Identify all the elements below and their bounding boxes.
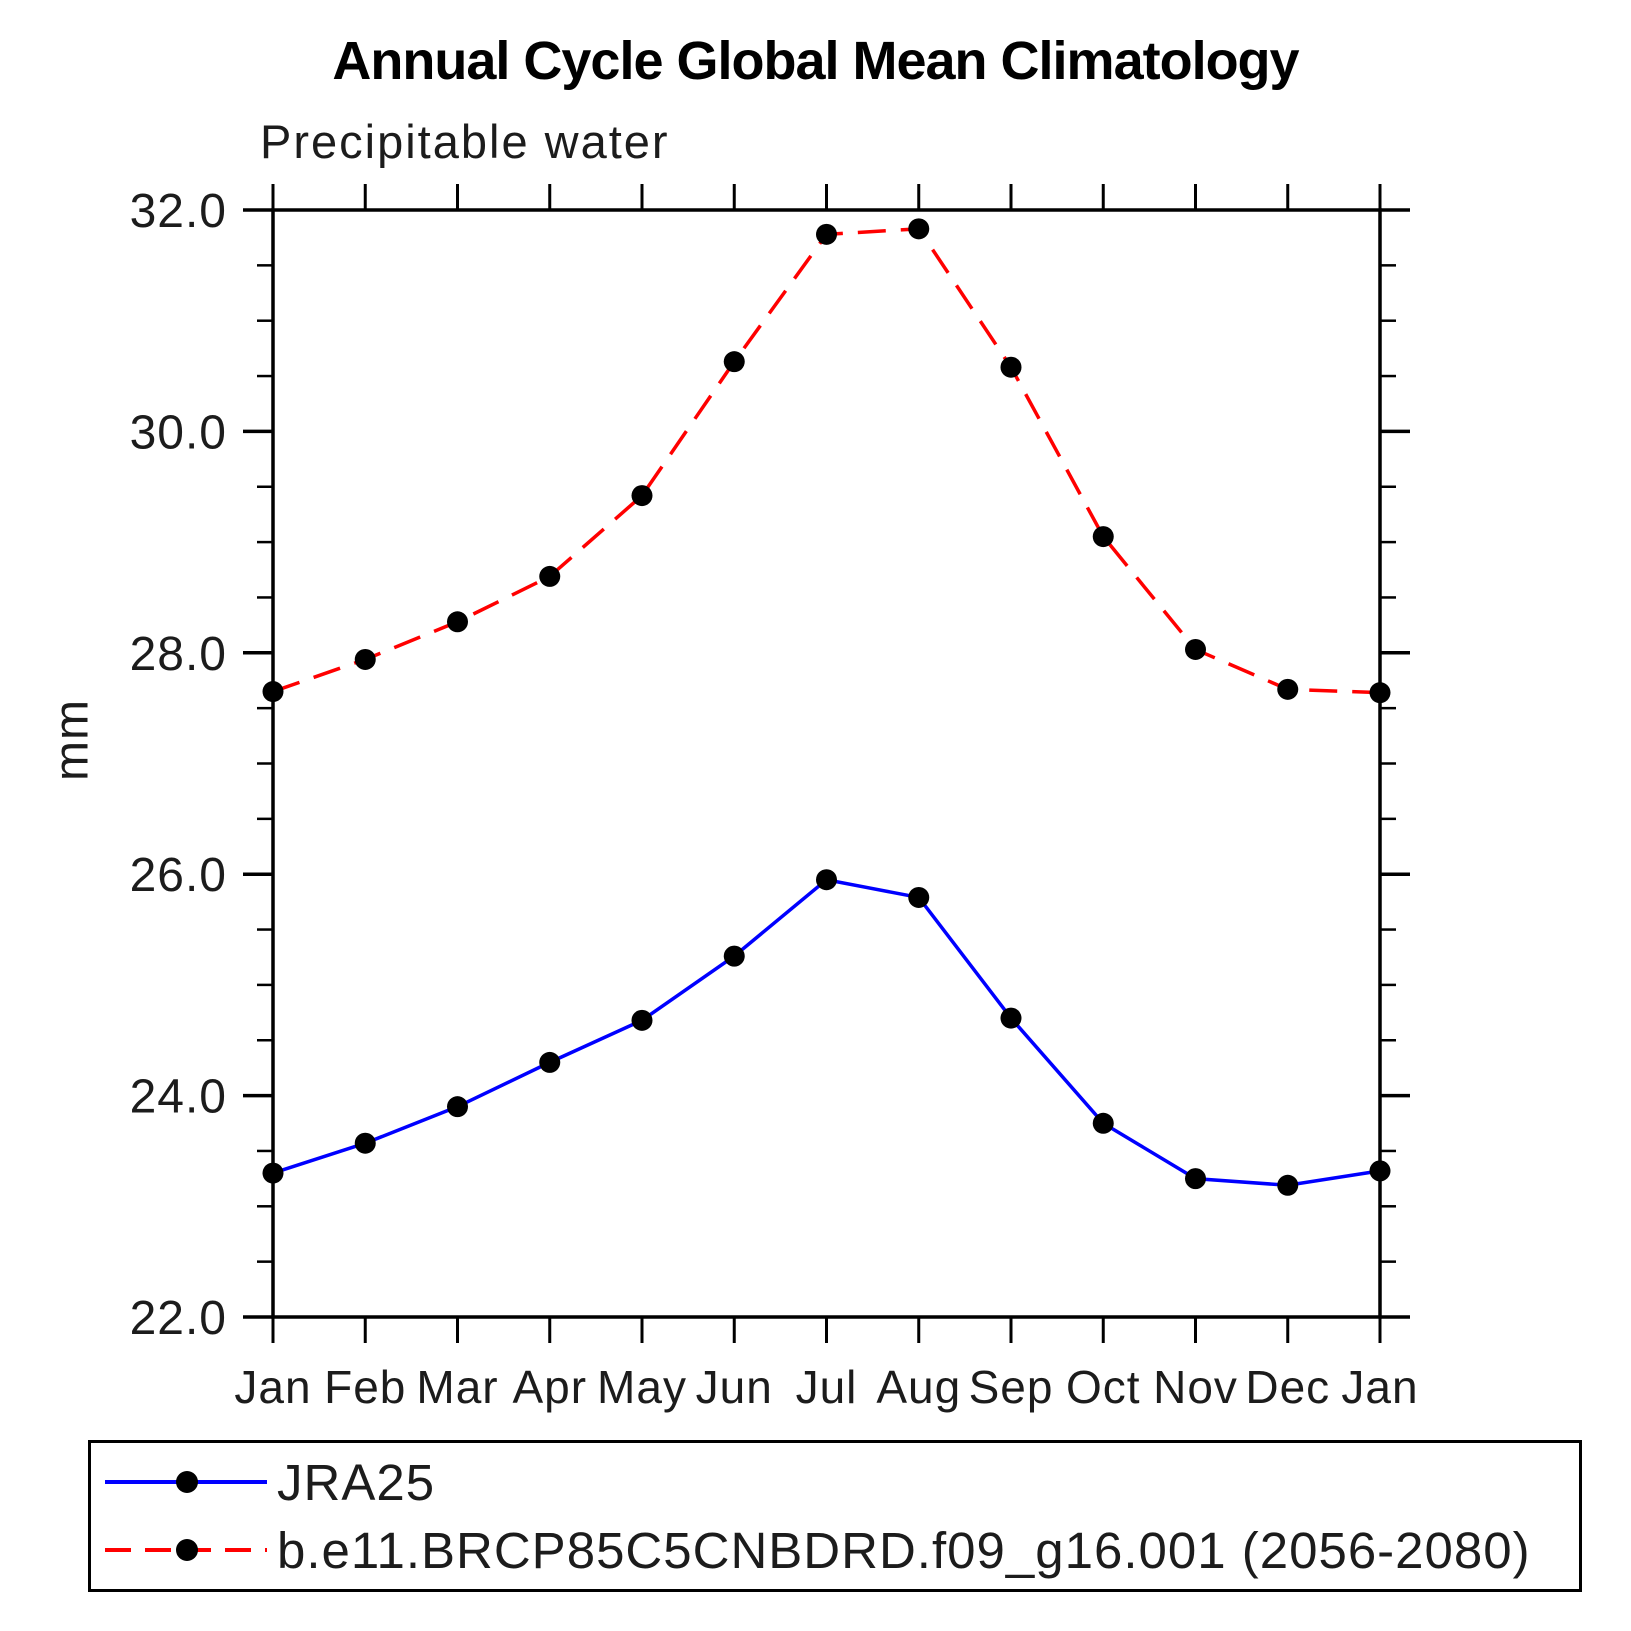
x-tick-label: Jan [234,1361,311,1413]
data-point-marker [262,1162,284,1184]
series-markers [262,218,1391,704]
data-point-marker [1092,526,1114,548]
data-point-marker [908,218,930,240]
y-tick-label: 22.0 [130,1292,227,1345]
x-tick-label: Mar [416,1361,498,1413]
x-tick-label: Apr [512,1361,587,1413]
legend-key-solid-line [105,1471,267,1493]
series-model [262,218,1391,704]
y-tick-label: 30.0 [130,406,227,459]
data-point-marker [1185,638,1206,660]
y-tick-label: 26.0 [130,849,227,902]
y-axis-ticks [243,208,1410,1319]
x-axis-tick-labels: Jan Feb Mar Apr May Jun Jul Aug Sep Oct Nov Dec Jan [234,1361,1418,1413]
legend-item-jra25: JRA25 [99,1453,1579,1511]
x-tick-label: Dec [1245,1361,1330,1413]
legend-marker-icon [176,1471,198,1493]
legend-marker-icon [176,1539,198,1561]
x-tick-label: Jun [696,1361,773,1413]
data-point-marker [816,869,837,891]
data-point-marker [1369,682,1391,704]
data-point-marker [539,565,561,587]
x-tick-label: Feb [324,1361,406,1413]
data-point-marker [354,1132,376,1154]
x-tick-label: Sep [969,1361,1054,1413]
x-tick-label: Jul [796,1361,858,1413]
data-point-marker [1369,1160,1391,1182]
y-tick-label: 32.0 [130,185,227,238]
data-point-marker [908,886,930,908]
data-point-marker [816,223,837,245]
data-point-marker [631,485,653,507]
data-point-marker [1092,1112,1114,1134]
data-point-marker [354,648,376,670]
legend-label-model: b.e11.BRCP85C5CNBDRD.f09_g16.001 (2056-2… [277,1521,1531,1579]
data-point-marker [1000,356,1022,378]
data-point-marker [262,681,284,703]
x-tick-label: May [597,1361,687,1413]
legend-key-dashed-line [105,1539,267,1561]
data-point-marker [539,1051,561,1073]
axes [243,184,1410,1343]
legend-box: JRA25 b.e11.BRCP85C5CNBDRD.f09_g16.001 (… [88,1440,1582,1592]
legend-item-model: b.e11.BRCP85C5CNBDRD.f09_g16.001 (2056-2… [99,1521,1579,1579]
chart-title: Annual Cycle Global Mean Climatology [332,31,1299,91]
y-tick-label: 24.0 [130,1071,227,1124]
chart-subtitle: Precipitable water [260,115,670,168]
data-point-marker [1185,1168,1206,1190]
legend-label-jra25: JRA25 [277,1453,436,1511]
data-point-marker [723,945,745,967]
plot-frame [271,208,1382,1319]
data-point-marker [447,611,468,633]
data-point-marker [631,1009,653,1031]
series-markers [262,869,1391,1196]
data-point-marker [723,351,745,373]
series-line [272,227,1381,695]
series-line [272,877,1381,1188]
y-tick-label: 28.0 [130,628,227,681]
data-point-marker [1277,678,1299,700]
data-point-marker [447,1096,468,1118]
data-point-marker [1277,1174,1299,1196]
x-tick-label: Oct [1066,1361,1141,1413]
x-tick-label: Jan [1341,1361,1418,1413]
data-point-marker [1000,1007,1022,1029]
x-tick-label: Aug [876,1361,961,1413]
y-axis-tick-labels: 22.0 24.0 26.0 28.0 30.0 32.0 [130,185,227,1345]
series-jra25 [262,869,1391,1196]
x-tick-label: Nov [1153,1361,1238,1413]
x-axis-ticks [271,184,1382,1343]
